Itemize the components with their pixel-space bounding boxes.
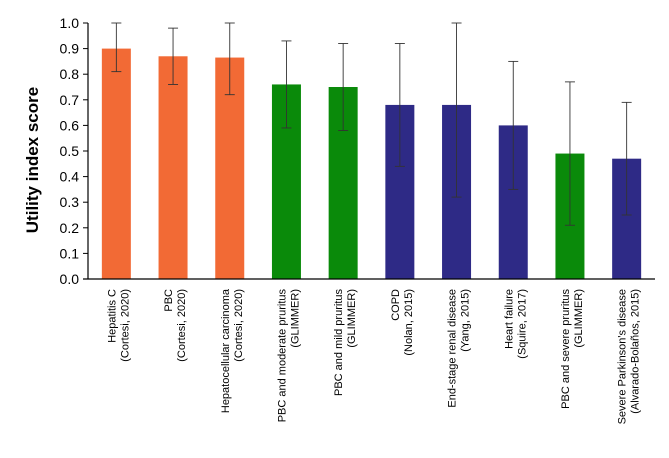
y-axis-title: Utility index score — [23, 87, 42, 233]
x-category-label: Hepatitis C(Cortesi, 2020) — [106, 289, 131, 362]
x-category-label-line: (Nolan, 2015) — [403, 289, 415, 356]
x-category-label-line: (Cortesi, 2020) — [119, 289, 131, 362]
y-tick-label: 0.6 — [60, 117, 80, 133]
x-category-label-line: Hepatitis C — [106, 289, 118, 343]
x-category-label-line: (GLIMMER) — [573, 289, 585, 348]
x-category-label: COPD(Nolan, 2015) — [390, 289, 415, 356]
y-tick-label: 1.0 — [60, 15, 80, 31]
y-tick-label: 0.9 — [60, 41, 80, 57]
y-tick-label: 0.2 — [60, 220, 80, 236]
bar-series — [101, 48, 642, 280]
x-category-label-line: (Cortesi, 2020) — [233, 289, 245, 362]
x-category-label-line: Severe Parkinson's disease — [617, 289, 629, 424]
x-category-label-line: End-stage renal disease — [447, 289, 459, 408]
x-category-label: PBC(Cortesi, 2020) — [163, 289, 188, 362]
x-category-label-line: (GLIMMER) — [346, 289, 358, 348]
x-category-label-line: PBC and severe pruritus — [560, 289, 572, 409]
y-axis-ticks: 0.0 0.1 0.2 0.3 0.4 0.5 0.6 0.7 0.8 0.9 1.0 — [60, 15, 88, 287]
x-category-label-line: (Yang, 2015) — [460, 289, 472, 352]
bar — [158, 56, 188, 279]
y-tick-label: 0.0 — [60, 271, 80, 287]
bar — [101, 48, 131, 279]
x-category-label: PBC and mild pruritus(GLIMMER) — [333, 289, 358, 396]
y-tick-label: 0.4 — [60, 169, 80, 185]
x-category-label-line: PBC and moderate pruritus — [276, 289, 288, 423]
y-tick-label: 0.5 — [60, 143, 80, 159]
x-category-label: End-stage renal disease(Yang, 2015) — [447, 289, 472, 408]
y-tick-label: 0.3 — [60, 194, 80, 210]
x-category-label: Heart failure(Squire, 2017) — [503, 289, 528, 359]
x-category-label-line: (GLIMMER) — [289, 289, 301, 348]
x-category-label: PBC and severe pruritus(GLIMMER) — [560, 289, 585, 409]
x-axis-category-labels: Hepatitis C(Cortesi, 2020) PBC(Cortesi, 2… — [106, 288, 641, 424]
y-tick-label: 0.7 — [60, 92, 80, 108]
x-category-label-line: Heart failure — [503, 289, 515, 349]
x-category-label: PBC and moderate pruritus(GLIMMER) — [276, 289, 301, 423]
x-category-label-line: COPD — [390, 289, 402, 321]
x-category-label-line: (Cortesi, 2020) — [176, 289, 188, 362]
axes — [83, 23, 655, 280]
y-tick-label: 0.8 — [60, 66, 80, 82]
y-tick-label: 0.1 — [60, 245, 80, 261]
x-category-label: Severe Parkinson's disease(Alvarado-Bola… — [617, 289, 642, 424]
x-category-label-line: PBC — [163, 289, 175, 312]
x-category-label: Hepatocellular carcinoma(Cortesi, 2020) — [220, 288, 245, 413]
x-category-label-line: (Squire, 2017) — [516, 289, 528, 359]
error-bars — [111, 22, 632, 226]
x-category-label-line: Hepatocellular carcinoma — [220, 288, 232, 413]
x-category-label-line: PBC and mild pruritus — [333, 289, 345, 396]
x-category-label-line: (Alvarado-Bolaños, 2015) — [630, 289, 642, 414]
